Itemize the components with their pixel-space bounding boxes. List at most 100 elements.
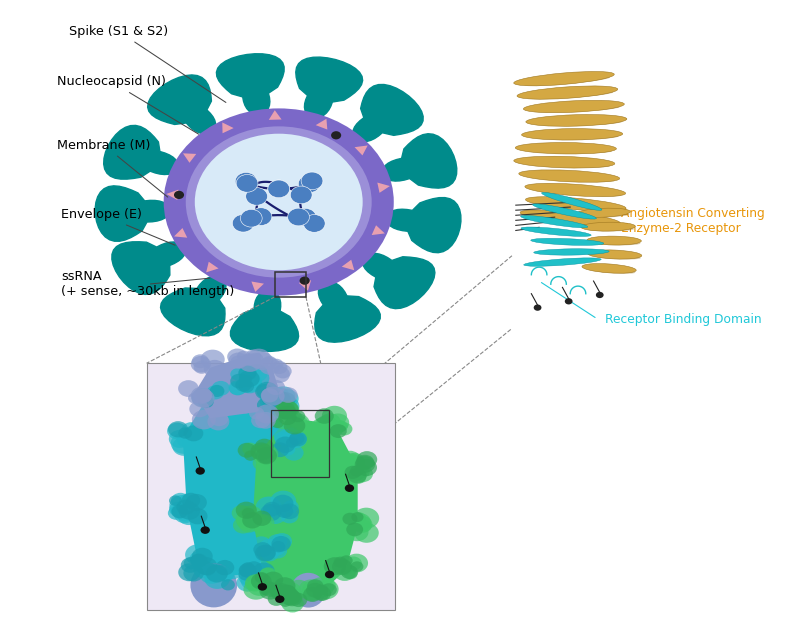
Circle shape bbox=[250, 208, 272, 225]
Circle shape bbox=[326, 413, 350, 432]
Circle shape bbox=[284, 445, 304, 461]
Circle shape bbox=[197, 392, 211, 404]
Circle shape bbox=[279, 443, 295, 456]
Circle shape bbox=[191, 389, 214, 408]
Circle shape bbox=[252, 514, 274, 532]
Circle shape bbox=[345, 466, 361, 479]
Circle shape bbox=[251, 413, 270, 428]
Circle shape bbox=[274, 402, 296, 419]
Circle shape bbox=[294, 209, 316, 226]
Circle shape bbox=[309, 577, 334, 597]
Ellipse shape bbox=[536, 202, 622, 211]
Polygon shape bbox=[362, 253, 435, 309]
Circle shape bbox=[178, 502, 200, 520]
Circle shape bbox=[183, 436, 203, 452]
Circle shape bbox=[272, 533, 292, 549]
Circle shape bbox=[254, 572, 269, 583]
Circle shape bbox=[351, 471, 366, 484]
Polygon shape bbox=[230, 290, 298, 352]
Circle shape bbox=[331, 131, 341, 139]
Circle shape bbox=[221, 579, 235, 590]
Circle shape bbox=[347, 459, 364, 473]
Circle shape bbox=[354, 456, 375, 473]
Circle shape bbox=[255, 447, 277, 464]
Circle shape bbox=[334, 556, 347, 567]
Circle shape bbox=[342, 513, 360, 528]
Circle shape bbox=[274, 577, 295, 595]
Circle shape bbox=[224, 564, 242, 579]
Circle shape bbox=[299, 276, 310, 285]
Circle shape bbox=[313, 586, 331, 601]
Circle shape bbox=[170, 495, 195, 516]
Circle shape bbox=[255, 404, 279, 424]
Circle shape bbox=[188, 393, 202, 403]
Circle shape bbox=[267, 399, 284, 413]
Circle shape bbox=[207, 413, 230, 431]
Ellipse shape bbox=[530, 215, 616, 226]
Circle shape bbox=[169, 430, 191, 448]
Circle shape bbox=[271, 541, 286, 553]
Text: Angiotensin Converting
Enzyme-2 Receptor: Angiotensin Converting Enzyme-2 Receptor bbox=[621, 207, 765, 235]
Circle shape bbox=[168, 507, 184, 520]
Circle shape bbox=[596, 292, 604, 298]
Circle shape bbox=[254, 576, 269, 589]
Polygon shape bbox=[316, 119, 327, 130]
Circle shape bbox=[277, 401, 298, 418]
Circle shape bbox=[195, 467, 205, 475]
Circle shape bbox=[330, 424, 346, 438]
Circle shape bbox=[249, 560, 270, 577]
Circle shape bbox=[268, 180, 290, 198]
Circle shape bbox=[218, 568, 234, 582]
Circle shape bbox=[190, 356, 211, 373]
Circle shape bbox=[346, 523, 363, 537]
Circle shape bbox=[342, 456, 364, 474]
Circle shape bbox=[306, 582, 324, 598]
Polygon shape bbox=[269, 110, 282, 120]
Circle shape bbox=[351, 512, 366, 524]
Circle shape bbox=[246, 364, 267, 382]
Circle shape bbox=[192, 556, 206, 568]
Circle shape bbox=[278, 401, 299, 419]
Ellipse shape bbox=[515, 142, 616, 154]
Circle shape bbox=[230, 382, 246, 395]
Circle shape bbox=[242, 558, 262, 574]
Circle shape bbox=[278, 406, 293, 420]
Ellipse shape bbox=[532, 134, 618, 140]
Circle shape bbox=[182, 493, 200, 508]
Circle shape bbox=[258, 539, 282, 559]
Circle shape bbox=[342, 513, 358, 525]
Ellipse shape bbox=[533, 204, 596, 219]
Ellipse shape bbox=[535, 188, 621, 197]
Ellipse shape bbox=[514, 71, 614, 86]
Ellipse shape bbox=[594, 241, 640, 246]
Circle shape bbox=[229, 380, 247, 396]
Circle shape bbox=[261, 387, 285, 406]
Circle shape bbox=[246, 574, 266, 591]
Circle shape bbox=[345, 484, 354, 492]
Text: ssRNA
(+ sense, ~30kb in length): ssRNA (+ sense, ~30kb in length) bbox=[61, 271, 234, 298]
Circle shape bbox=[254, 444, 276, 462]
Polygon shape bbox=[183, 380, 288, 577]
Circle shape bbox=[290, 433, 305, 445]
Circle shape bbox=[277, 586, 298, 604]
Circle shape bbox=[238, 374, 262, 394]
Circle shape bbox=[266, 380, 285, 395]
Polygon shape bbox=[314, 282, 380, 342]
Circle shape bbox=[270, 392, 291, 409]
Circle shape bbox=[354, 523, 378, 543]
Circle shape bbox=[252, 573, 267, 586]
Ellipse shape bbox=[525, 77, 610, 86]
Ellipse shape bbox=[514, 156, 614, 168]
Circle shape bbox=[352, 465, 373, 482]
Circle shape bbox=[288, 208, 310, 226]
Circle shape bbox=[321, 419, 343, 438]
Ellipse shape bbox=[517, 86, 618, 99]
Circle shape bbox=[321, 583, 337, 596]
Circle shape bbox=[190, 554, 207, 567]
Circle shape bbox=[256, 496, 282, 517]
Circle shape bbox=[276, 504, 293, 518]
Circle shape bbox=[350, 466, 364, 477]
Circle shape bbox=[354, 508, 379, 529]
Polygon shape bbox=[353, 84, 423, 142]
Circle shape bbox=[348, 468, 366, 484]
